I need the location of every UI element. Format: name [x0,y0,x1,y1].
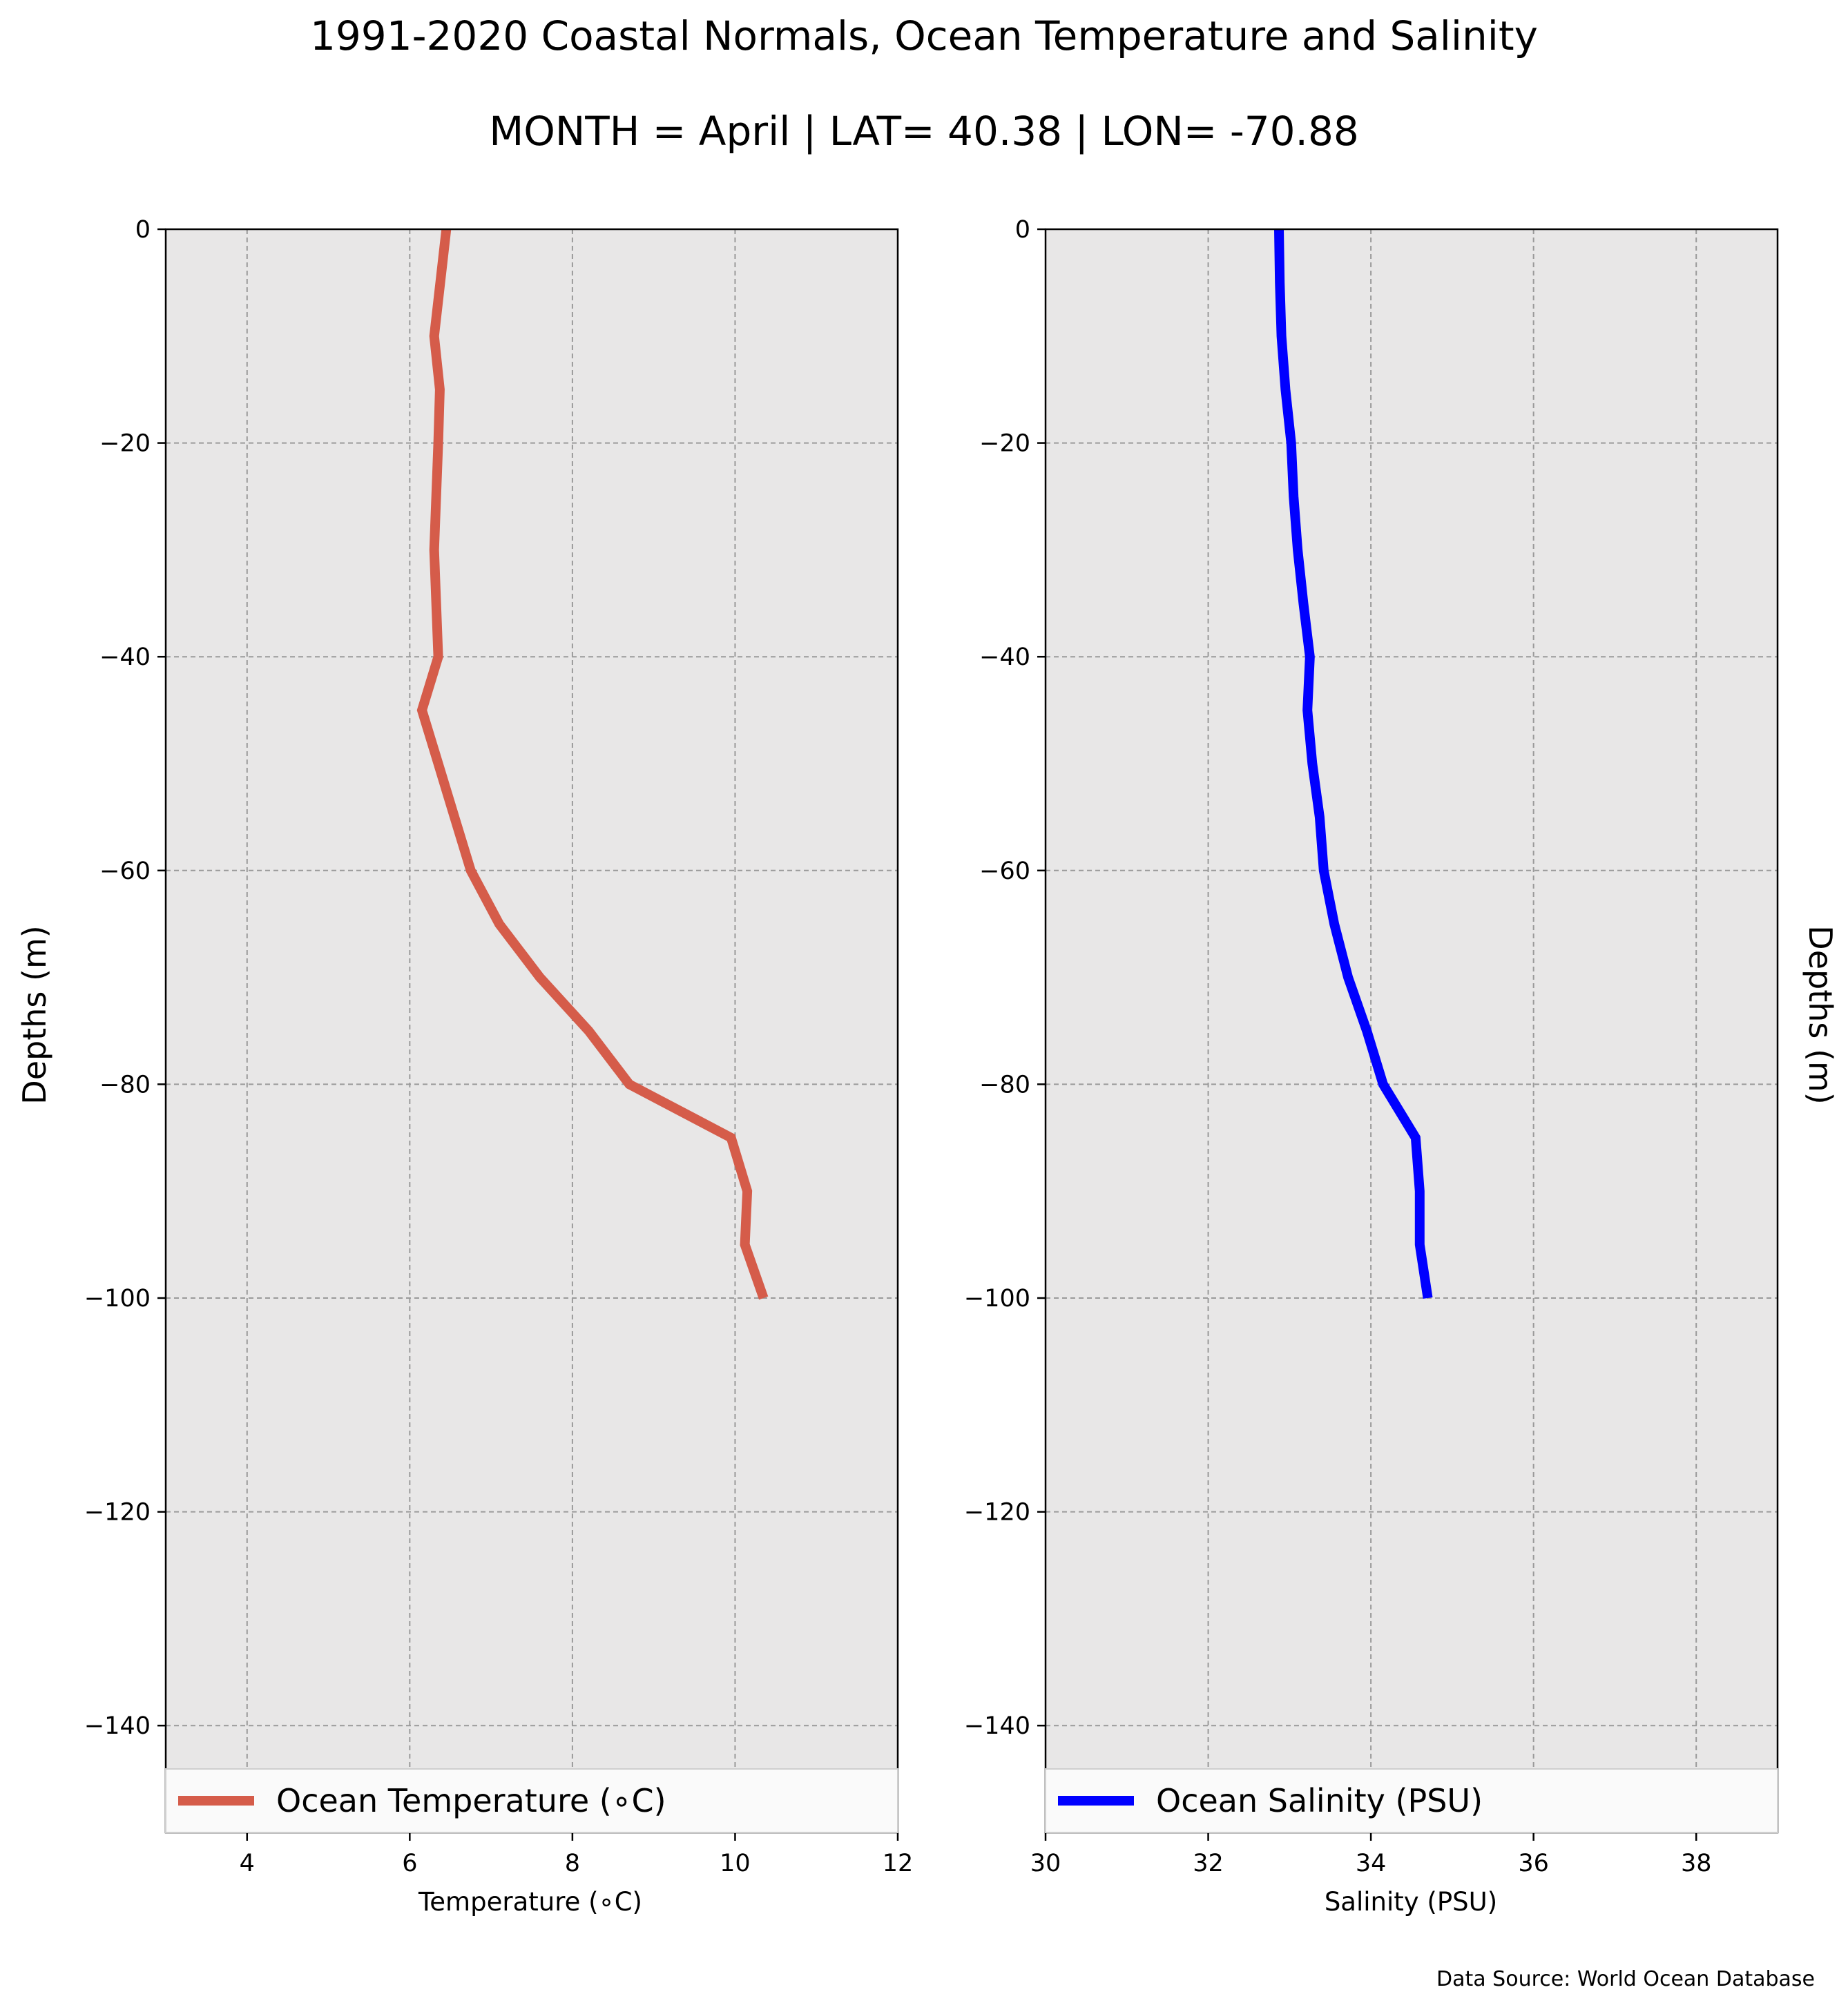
ylabel-right: Depths (m) [1802,925,1839,1104]
data-source-note: Data Source: World Ocean Database [1436,1967,1815,1991]
figure-subtitle: MONTH = April | LAT= 40.38 | LON= -70.88 [489,108,1359,155]
temperature-ytick-label: −80 [99,1071,151,1099]
salinity-xtick-label: 38 [1681,1850,1712,1877]
salinity-xtick-label: 36 [1518,1850,1549,1877]
temperature-legend-label: Ocean Temperature (∘C) [276,1782,666,1819]
xlabel-salinity: Salinity (PSU) [1325,1887,1497,1917]
xlabel-temperature: Temperature (∘C) [418,1887,642,1917]
temperature-ytick-label: −60 [99,858,151,885]
salinity-ytick-label: 0 [1015,216,1030,244]
salinity-panel: 0 −20 −40 −60 −80 −100 −120 −140 30 32 34 36 38 [964,216,1779,1877]
temperature-ytick-label: −100 [84,1285,151,1313]
temperature-legend: Ocean Temperature (∘C) [165,1768,898,1833]
salinity-ytick-label: −20 [979,430,1030,458]
temperature-ytick-label: 0 [135,216,151,244]
temperature-xtick-label: 12 [883,1850,914,1877]
salinity-ytick-label: −60 [979,858,1030,885]
salinity-legend: Ocean Salinity (PSU) [1045,1768,1778,1833]
figure-title: 1991-2020 Coastal Normals, Ocean Tempera… [310,12,1538,59]
salinity-ytick-label: −120 [964,1499,1030,1527]
temperature-xtick-label: 10 [720,1850,751,1877]
salinity-plot-area [1046,229,1778,1832]
ylabel-left: Depths (m) [16,925,53,1104]
temperature-ytick-label: −120 [84,1499,151,1527]
salinity-ytick-label: −80 [979,1071,1030,1099]
temperature-series-line [416,229,769,1300]
temperature-xtick-label: 6 [402,1850,417,1877]
temperature-ytick-label: −140 [84,1712,151,1740]
salinity-legend-label: Ocean Salinity (PSU) [1156,1782,1483,1819]
salinity-xtick-label: 32 [1193,1850,1224,1877]
salinity-series-line [1274,229,1433,1299]
temperature-xtick-label: 4 [240,1850,255,1877]
salinity-ytick-label: −100 [964,1285,1030,1313]
temperature-ytick-label: −20 [99,430,151,458]
temperature-ytick-label: −40 [99,644,151,671]
salinity-ytick-label: −40 [979,644,1030,671]
temperature-xtick-label: 8 [565,1850,580,1877]
temperature-panel: 0 −20 −40 −60 −80 −100 −120 −140 4 6 8 10 12 [84,216,913,1877]
salinity-xtick-label: 34 [1356,1850,1387,1877]
salinity-ytick-label: −140 [964,1712,1030,1740]
temperature-plot-area [166,229,898,1832]
salinity-xtick-label: 30 [1030,1850,1061,1877]
